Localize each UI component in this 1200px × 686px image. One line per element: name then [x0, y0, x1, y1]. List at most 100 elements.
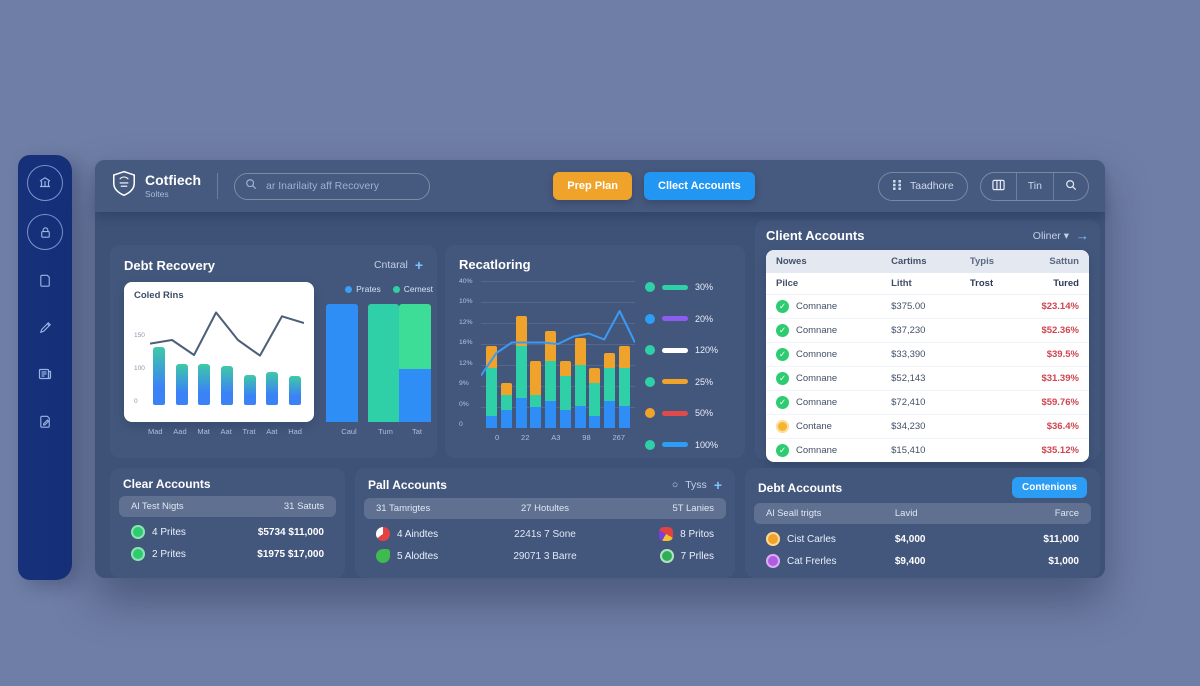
- y-tick: 12%: [459, 359, 473, 367]
- client-pct: $36.4%: [1046, 421, 1079, 432]
- band-col: 27 Hotultes: [520, 503, 570, 514]
- stacked-bar: [545, 330, 557, 428]
- bar-segment: [589, 368, 601, 383]
- view-pill[interactable]: Taadhore: [877, 171, 968, 201]
- bar-segment: [530, 395, 542, 407]
- coled-rins-chart: Coled Rins 150 100 0 Mad Aad Mat Aat Trat Aat Ha…: [124, 282, 314, 436]
- debt-recovery-title: Debt Recovery: [124, 257, 216, 273]
- coin-icon: [131, 525, 145, 539]
- sidebar-item-bank[interactable]: [27, 165, 63, 201]
- bar-segment: [500, 395, 512, 410]
- list-item[interactable]: 5 Alodtes 29071 3 Barre 7 Prlles: [355, 541, 735, 563]
- x-tick: 267: [612, 433, 625, 442]
- side-bar-labels: Caul Tum Tat: [326, 422, 433, 436]
- client-name: Comnane: [796, 445, 838, 456]
- x-tick: 0: [495, 433, 500, 442]
- bar-segment: [500, 383, 512, 395]
- trend-line: [150, 305, 304, 405]
- plus-icon[interactable]: +: [713, 477, 722, 493]
- y-tick: 0: [459, 420, 463, 428]
- sidebar-item-documents[interactable]: [28, 263, 62, 297]
- client-amount: $72,410: [891, 397, 926, 408]
- sidebar-item-security[interactable]: [27, 214, 63, 250]
- stacked-bar-plot: [481, 278, 635, 428]
- stacked-bar: [559, 360, 571, 428]
- legend-item: Cemest: [392, 284, 433, 294]
- filter-dropdown[interactable]: Oliner ▾: [1033, 230, 1069, 242]
- item-right-value: $1,000: [1048, 555, 1079, 567]
- subcol: Tured: [1053, 278, 1079, 289]
- debt-recovery-action[interactable]: Cntaral +: [374, 257, 423, 273]
- client-name: Comnane: [796, 325, 838, 336]
- x-tick: Had: [288, 427, 302, 436]
- item-value: $1975 $17,000: [257, 548, 324, 560]
- columns-toggle[interactable]: [981, 173, 1016, 200]
- bar-segment: [530, 407, 542, 428]
- table-row[interactable]: ✓ Comnane $52,143 $31.39%: [766, 367, 1089, 391]
- y-tick: 16%: [459, 339, 473, 347]
- list-item[interactable]: Cist Carles $4,000 $11,000: [745, 524, 1100, 546]
- legend-item: 50%: [645, 408, 731, 419]
- search-box[interactable]: [234, 172, 430, 200]
- x-tick: Trat: [242, 427, 256, 436]
- client-name: Comnane: [796, 373, 838, 384]
- table-row[interactable]: ✓ Comnone $33,390 $39.5%: [766, 343, 1089, 367]
- recatloring-card: Recatloring 40% 10% 12% 16% 12% 9% 0% 0 0 22 A3 98…: [445, 245, 745, 458]
- plus-icon[interactable]: +: [414, 257, 423, 273]
- sidebar-item-edit[interactable]: [28, 310, 62, 344]
- mode-toggle[interactable]: Tin: [1015, 172, 1053, 200]
- pall-accounts-title: Pall Accounts: [368, 478, 447, 492]
- contenions-button[interactable]: Contenions: [1012, 477, 1087, 498]
- wheel-icon: [659, 549, 674, 563]
- client-accounts-table: Nowes Cartims Typis Sattun Pilce Litht T…: [766, 250, 1089, 462]
- bar-segment: [486, 345, 497, 368]
- bar-segment: [618, 405, 630, 428]
- table-row[interactable]: ✓ Comnane $72,410 $59.76%: [766, 391, 1089, 415]
- bar: [198, 363, 211, 405]
- sidebar-item-reports[interactable]: [28, 357, 62, 391]
- bar-segment: [604, 353, 616, 368]
- bar: [153, 346, 165, 405]
- draft-icon: [38, 414, 53, 429]
- list-item[interactable]: 4 Aindtes 2241s 7 Sone 8 Pritos: [355, 519, 735, 541]
- table-columns-icon: [992, 179, 1005, 194]
- x-tick: Mat: [197, 427, 210, 436]
- band-col: Farce: [1054, 508, 1079, 519]
- pall-accounts-band: 31 Tamrigtes 27 Hotultes 5T Lanies: [364, 498, 726, 519]
- legend-label: 25%: [695, 376, 714, 387]
- search-icon: [1065, 179, 1077, 194]
- client-accounts-actions: Oliner ▾ →: [1033, 228, 1089, 243]
- bar-segment: [559, 360, 571, 376]
- table-row[interactable]: ✓ Comnane $15,410 $35.12%: [766, 439, 1089, 462]
- list-item[interactable]: Cat Frerles $9,400 $1,000: [745, 546, 1100, 568]
- bar-segment: [545, 360, 557, 401]
- inner-chart-title: Coled Rins: [134, 290, 184, 301]
- table-row[interactable]: ✓ Comnane $375.00 $23.14%: [766, 295, 1089, 319]
- pie-chart-icon: [376, 527, 390, 541]
- arrow-right-icon[interactable]: →: [1076, 228, 1089, 243]
- legend-dot: [645, 439, 655, 450]
- prep-plan-button[interactable]: Prep Plan: [553, 172, 632, 200]
- list-item[interactable]: 4 Prites $5734 $11,000: [110, 517, 345, 539]
- col-header: Cartims: [891, 256, 927, 267]
- table-row[interactable]: ✓ Contane $34,230 $36.4%: [766, 415, 1089, 439]
- search-input[interactable]: [264, 179, 419, 193]
- list-item[interactable]: 2 Prites $1975 $17,000: [110, 539, 345, 561]
- y-tick: 9%: [459, 380, 469, 388]
- pall-accounts-action[interactable]: ○ Tyss +: [672, 477, 722, 493]
- filter-label: Oliner: [1032, 229, 1061, 242]
- legend-dot: [645, 376, 655, 387]
- legend-item: Prates: [345, 284, 381, 294]
- collect-accounts-button[interactable]: Cllect Accounts: [644, 172, 755, 200]
- trend-line: [481, 278, 635, 428]
- debt-accounts-band: Al Seall trigts Lavid Farce: [754, 503, 1091, 524]
- line-bar-plot: [150, 305, 304, 405]
- item-label: 2 Prites: [152, 548, 186, 560]
- table-row[interactable]: ✓ Comnane $37,230 $52.36%: [766, 319, 1089, 343]
- legend-item: 20%: [645, 313, 731, 324]
- search-toggle[interactable]: [1052, 172, 1088, 200]
- sidebar-item-drafts[interactable]: [28, 404, 62, 438]
- legend-dot: [645, 408, 655, 419]
- chevron-down-icon: ▾: [1063, 229, 1069, 242]
